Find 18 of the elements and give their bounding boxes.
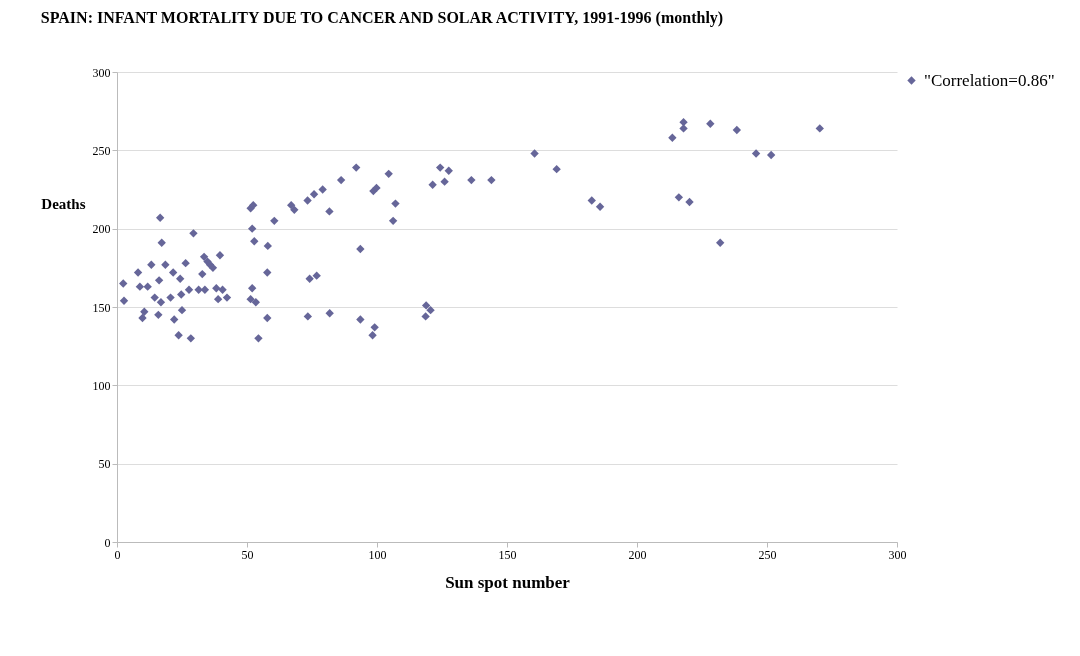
x-tick-label: 250 (758, 547, 777, 562)
x-tick-label: 300 (888, 547, 907, 562)
y-tick-label: 50 (98, 457, 111, 472)
y-tick-label: 100 (92, 378, 111, 393)
y-tick-label: 200 (92, 222, 111, 237)
y-axis-title: Deaths (41, 196, 86, 213)
y-tick-label: 150 (92, 300, 111, 315)
x-axis-title: Sun spot number (445, 572, 571, 592)
x-tick-label: 100 (368, 547, 387, 562)
x-tick-label: 50 (241, 547, 254, 562)
legend-label: "Correlation=0.86" (924, 70, 1055, 90)
x-tick-label: 150 (498, 547, 517, 562)
chart-title: SPAIN: INFANT MORTALITY DUE TO CANCER AND SOLAR ACTIVITY, 1991-1996 (monthly) (40, 9, 724, 27)
y-tick-label: 250 (92, 143, 111, 158)
x-tick-label: 0 (114, 547, 121, 562)
y-tick-label: 300 (92, 65, 111, 80)
y-tick-label: 0 (104, 535, 111, 550)
x-tick-label: 200 (628, 547, 647, 562)
